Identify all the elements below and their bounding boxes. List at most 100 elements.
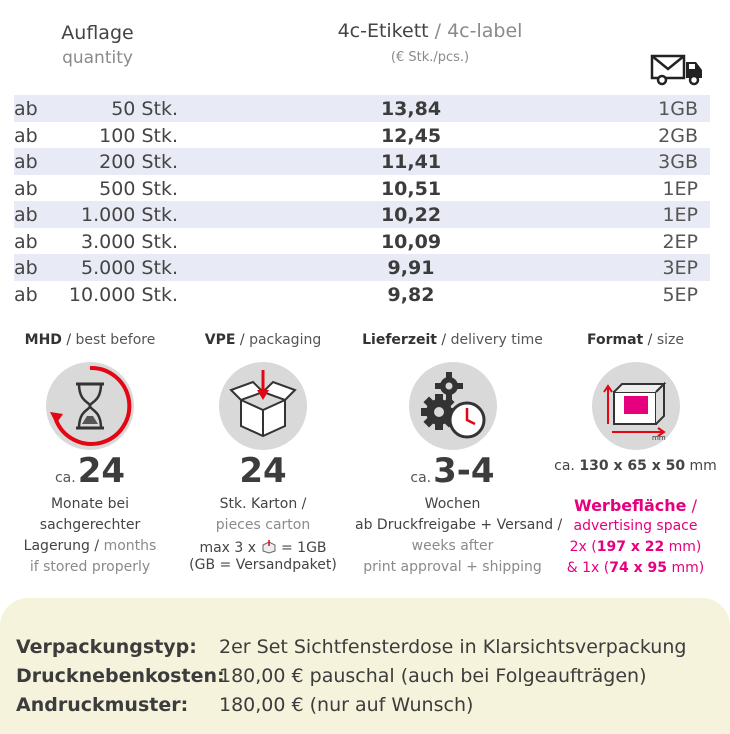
quantity-cell: 500 Stk. (99, 177, 178, 200)
table-row: ab 10.000 Stk. 9,82 5EP (14, 281, 710, 308)
mhd-line-2: sachgerechter (39, 517, 141, 533)
format-icon-label: mm (652, 434, 666, 442)
quantity-cell: 3.000 Stk. (81, 230, 178, 253)
table-row: ab 50 Stk. 13,84 1GB (14, 95, 710, 122)
price-cell: 13,84 (380, 98, 442, 120)
price-header-sep: / (428, 20, 448, 42)
price-cell: 9,91 (387, 257, 435, 279)
format-title: Format (586, 332, 644, 348)
shipping-cell: 1GB (658, 98, 698, 120)
price-cell: 10,22 (380, 204, 442, 226)
ad-1-post: mm) (664, 539, 702, 555)
vpe-line-2: pieces carton (215, 517, 311, 533)
footer-label: Drucknebenkosten: (16, 665, 225, 687)
footer-value: 2er Set Sichtfensterdose in Klarsichtsve… (219, 636, 687, 658)
delivery-line-3: weeks after (411, 538, 494, 554)
delivery-title: Lieferzeit (362, 332, 437, 348)
mhd-line-3: Lagerung (23, 538, 90, 554)
ad-2-value: 74 x 95 (609, 560, 668, 576)
mhd-line-3-en: months (103, 538, 157, 554)
footer-value: 180,00 € pauschal (auch bei Folgeaufträg… (219, 665, 647, 687)
price-header-de: 4c-Etikett (337, 20, 429, 42)
quantity-cell: 200 Stk. (99, 151, 178, 173)
mhd-value: 24 (77, 451, 126, 491)
price-cell: 10,09 (380, 230, 442, 253)
vpe-title-en: packaging (249, 332, 322, 348)
delivery-title-en: delivery time (450, 332, 543, 348)
price-header: 4c-Etikett / 4c-label (€ Stk./pcs.) (280, 20, 580, 65)
ab-label: ab (14, 124, 38, 147)
ad-2-post: mm) (667, 560, 705, 576)
delivery-info: Lieferzeit / delivery time ca.3-4 Wochen… (355, 332, 563, 578)
footer-value: 180,00 € (nur auf Wunsch) (219, 694, 474, 716)
quantity-header: Auflage quantity (40, 22, 155, 68)
shipping-cell: 5EP (662, 283, 698, 306)
ab-label: ab (14, 98, 38, 120)
ab-label: ab (14, 151, 38, 173)
ad-1-value: 197 x 22 (596, 539, 665, 555)
price-table: ab 50 Stk. 13,84 1GB ab 100 Stk. 12,45 2… (14, 95, 710, 307)
vpe-line-1: Stk. Karton / (219, 496, 307, 512)
format-dims: 130 x 65 x 50 (579, 458, 686, 474)
shipping-cell: 2GB (658, 124, 698, 147)
delivery-value: 3-4 (433, 451, 495, 491)
footer-panel: Verpackungstyp: 2er Set Sichtfensterdose … (0, 598, 730, 734)
shipping-cell: 1EP (662, 204, 698, 226)
vpe-title: VPE (204, 332, 236, 348)
ad-2-pre: & 1x ( (566, 560, 610, 576)
price-cell: 12,45 (380, 124, 442, 147)
format-info: Format / size mm ca. 130 x 65 x 50 mm We… (548, 332, 723, 579)
quantity-cell: 1.000 Stk. (81, 204, 178, 226)
table-row: ab 5.000 Stk. 9,91 3EP (14, 254, 710, 281)
table-row: ab 500 Stk. 10,51 1EP (14, 175, 710, 202)
delivery-line-1: Wochen (424, 496, 481, 512)
hourglass-icon (46, 362, 134, 450)
ab-label: ab (14, 177, 38, 200)
quantity-header-en: quantity (62, 48, 133, 68)
delivery-line-2: ab Druckfreigabe + Versand / (355, 517, 563, 533)
box-icon (219, 362, 307, 450)
vpe-line-3b: = 1GB (280, 540, 327, 556)
vpe-info: VPE / packaging 24 Stk. Karton / pieces … (183, 332, 343, 574)
price-cell: 11,41 (380, 151, 442, 173)
format-title-en: size (656, 332, 685, 348)
ab-label: ab (14, 257, 38, 279)
quantity-header-de: Auflage (61, 22, 134, 44)
gears-clock-icon (408, 362, 497, 450)
quantity-cell: 5.000 Stk. (81, 257, 178, 279)
format-unit: mm (689, 458, 717, 474)
vpe-line-4: (GB = Versandpaket) (189, 557, 337, 573)
footer-row: Drucknebenkosten:180,00 € pauschal (auch… (16, 665, 647, 687)
vpe-line-3a: max 3 x (199, 540, 257, 556)
vpe-value: 24 (239, 451, 287, 491)
table-row: ab 100 Stk. 12,45 2GB (14, 122, 710, 149)
table-row: ab 200 Stk. 11,41 3GB (14, 148, 710, 175)
quantity-cell: 10.000 Stk. (68, 283, 178, 306)
shipping-cell: 1EP (662, 177, 698, 200)
footer-label: Verpackungstyp: (16, 636, 197, 658)
small-box-icon (262, 540, 276, 554)
delivery-truck-icon (650, 54, 702, 86)
ab-label: ab (14, 204, 38, 226)
table-row: ab 3.000 Stk. 10,09 2EP (14, 228, 710, 255)
footer-row: Andruckmuster: 180,00 € (nur auf Wunsch) (16, 694, 473, 716)
mhd-title-en: best before (75, 332, 156, 348)
footer-row: Verpackungstyp: 2er Set Sichtfensterdose … (16, 636, 686, 658)
ad-title-en: advertising space (573, 518, 698, 534)
delivery-line-4: print approval + shipping (363, 559, 542, 575)
shipping-cell: 3GB (658, 151, 698, 173)
ad-title: Werbefläche (574, 496, 687, 515)
ad-1-pre: 2x ( (569, 539, 597, 555)
price-cell: 9,82 (387, 283, 435, 306)
mhd-line-4: if stored properly (29, 559, 151, 575)
price-unit: (€ Stk./pcs.) (390, 50, 470, 65)
mhd-line-1: Monate bei (50, 496, 130, 512)
ab-label: ab (14, 230, 38, 253)
footer-label: Andruckmuster: (16, 694, 189, 716)
mhd-info: MHD / best before ca.24 Monate bei sachg… (10, 332, 170, 578)
shipping-cell: 3EP (662, 257, 698, 279)
format-ca: ca. (554, 458, 575, 474)
quantity-cell: 100 Stk. (99, 124, 178, 147)
price-header-en: 4c-label (447, 20, 523, 42)
shipping-cell: 2EP (662, 230, 698, 253)
